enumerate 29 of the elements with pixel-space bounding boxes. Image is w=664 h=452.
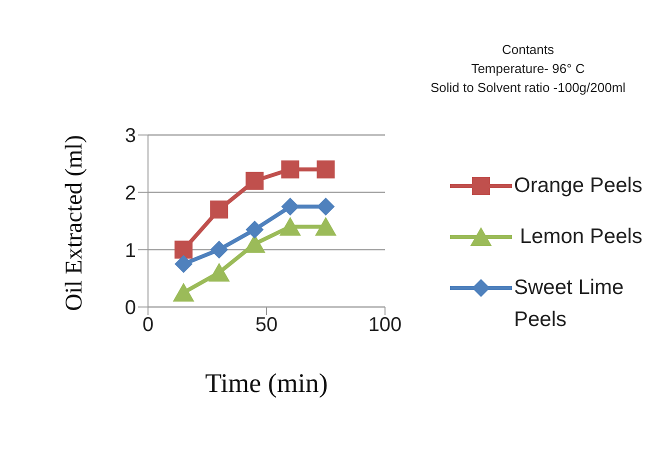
y-tick-label: 0 [124,297,136,320]
point [208,262,230,282]
x-tick-label: 100 [368,314,402,336]
point [210,240,228,259]
point [174,255,193,273]
point [316,198,335,216]
text: Temperature- 96° C [470,60,586,78]
text: Contants [500,41,556,59]
point [172,282,194,302]
y-tick-label: 3 [124,125,136,148]
point [279,216,301,236]
point [246,172,264,190]
y-tick-label: 1 [124,240,136,262]
legend-label: Lemon Peels [518,224,644,250]
legend-label: Orange Peels [514,173,644,199]
point [210,200,228,219]
x-tick-label: 50 [255,314,278,336]
legend-label: Sweet Lime Peels [514,275,625,333]
point [314,216,337,236]
point [174,240,193,259]
y-axis-title: Oil Extracted (ml) [62,135,88,311]
point [316,160,335,178]
x-tick-label: 0 [142,314,154,336]
point [281,160,300,178]
x-axis-title: Time (min) [205,368,328,398]
point [281,198,300,216]
point [246,220,264,239]
y-tick-label: 2 [124,182,136,204]
text: Solid to Solvent ratio -100g/200ml [429,79,627,97]
